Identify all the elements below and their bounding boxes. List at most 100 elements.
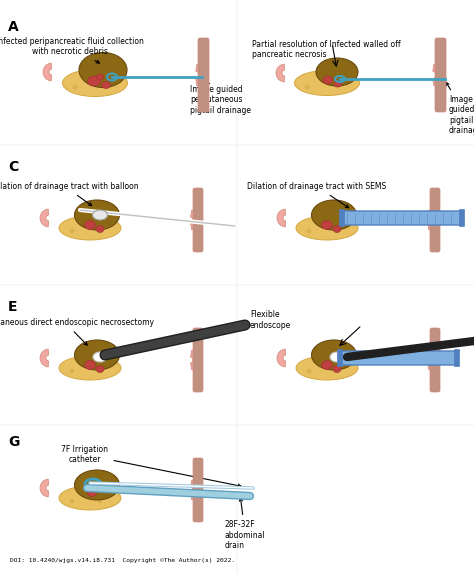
Ellipse shape — [333, 366, 341, 372]
FancyBboxPatch shape — [459, 210, 465, 226]
Text: E: E — [8, 300, 18, 314]
Ellipse shape — [97, 74, 103, 80]
Text: A: A — [8, 20, 19, 34]
Circle shape — [84, 362, 88, 366]
Text: Image guided
percutaneous
pigtail drainage: Image guided percutaneous pigtail draina… — [190, 82, 251, 115]
Ellipse shape — [296, 216, 358, 240]
Circle shape — [112, 77, 118, 83]
Wedge shape — [43, 63, 52, 81]
FancyBboxPatch shape — [339, 351, 458, 365]
Text: Infected peripancreatic fluid collection
with necrotic debris: Infected peripancreatic fluid collection… — [0, 37, 144, 63]
FancyBboxPatch shape — [193, 328, 203, 392]
FancyBboxPatch shape — [198, 38, 209, 112]
Circle shape — [98, 368, 102, 373]
Text: Dilation of drainage tract with SEMS: Dilation of drainage tract with SEMS — [247, 182, 387, 208]
Wedge shape — [277, 349, 286, 367]
Text: C: C — [8, 160, 18, 174]
Circle shape — [335, 229, 339, 233]
Circle shape — [335, 368, 339, 373]
Ellipse shape — [323, 76, 333, 84]
Circle shape — [304, 84, 310, 89]
Ellipse shape — [96, 226, 104, 233]
Ellipse shape — [101, 81, 110, 88]
Circle shape — [98, 499, 102, 503]
Ellipse shape — [88, 76, 100, 86]
Text: Percutaneous direct endoscopic necrosectomy: Percutaneous direct endoscopic necrosect… — [0, 318, 154, 345]
Circle shape — [319, 77, 325, 81]
Wedge shape — [40, 479, 49, 497]
Circle shape — [106, 363, 110, 367]
Circle shape — [70, 229, 74, 233]
Ellipse shape — [321, 360, 332, 370]
Circle shape — [98, 229, 102, 233]
Ellipse shape — [296, 356, 358, 380]
Circle shape — [307, 368, 311, 373]
Wedge shape — [191, 350, 200, 370]
Circle shape — [70, 368, 74, 373]
Ellipse shape — [333, 226, 341, 233]
FancyBboxPatch shape — [430, 188, 440, 252]
Ellipse shape — [311, 200, 356, 230]
Wedge shape — [40, 349, 49, 367]
Ellipse shape — [74, 470, 119, 500]
Ellipse shape — [59, 486, 121, 510]
Ellipse shape — [321, 221, 332, 230]
Text: Flexible
endoscope: Flexible endoscope — [0, 572, 1, 573]
Wedge shape — [428, 210, 437, 230]
FancyBboxPatch shape — [341, 211, 463, 225]
Circle shape — [321, 362, 325, 366]
Circle shape — [106, 223, 110, 227]
Circle shape — [343, 223, 347, 227]
Text: 7F Irrigation
catheter: 7F Irrigation catheter — [62, 445, 241, 487]
Wedge shape — [196, 64, 206, 86]
Ellipse shape — [59, 356, 121, 380]
Ellipse shape — [74, 340, 119, 370]
FancyBboxPatch shape — [435, 38, 446, 112]
Text: Dilation of drainage tract with balloon: Dilation of drainage tract with balloon — [0, 182, 138, 206]
Ellipse shape — [93, 352, 107, 362]
Ellipse shape — [330, 352, 344, 362]
Wedge shape — [277, 209, 286, 227]
Circle shape — [106, 493, 110, 497]
FancyBboxPatch shape — [193, 188, 203, 252]
Ellipse shape — [79, 53, 127, 88]
Ellipse shape — [59, 216, 121, 240]
Circle shape — [335, 84, 339, 88]
Ellipse shape — [92, 210, 108, 220]
Circle shape — [321, 222, 325, 226]
Text: Image
guided
pigtail
drainage: Image guided pigtail drainage — [446, 83, 474, 135]
Circle shape — [70, 499, 74, 503]
FancyBboxPatch shape — [430, 328, 440, 392]
Circle shape — [84, 492, 88, 496]
Ellipse shape — [294, 70, 359, 96]
Wedge shape — [40, 209, 49, 227]
Ellipse shape — [96, 366, 104, 372]
Wedge shape — [433, 64, 443, 86]
Ellipse shape — [316, 58, 358, 86]
Circle shape — [73, 84, 78, 89]
Ellipse shape — [84, 221, 95, 230]
Circle shape — [345, 77, 349, 83]
FancyBboxPatch shape — [337, 350, 343, 367]
Wedge shape — [276, 64, 285, 82]
Circle shape — [84, 222, 88, 226]
Text: Flexible
endoscope: Flexible endoscope — [239, 311, 291, 329]
Text: DOI: 10.4240/wjgs.v14.i8.731  Copyright ©The Author(s) 2022.: DOI: 10.4240/wjgs.v14.i8.731 Copyright ©… — [10, 558, 235, 563]
Ellipse shape — [84, 360, 95, 370]
Ellipse shape — [63, 69, 128, 96]
Wedge shape — [191, 480, 200, 500]
Wedge shape — [191, 210, 200, 230]
Ellipse shape — [311, 340, 356, 370]
Circle shape — [102, 84, 108, 88]
Wedge shape — [428, 350, 437, 370]
Circle shape — [343, 363, 347, 367]
Circle shape — [307, 229, 311, 233]
FancyBboxPatch shape — [455, 350, 459, 367]
Circle shape — [88, 77, 92, 81]
FancyBboxPatch shape — [193, 458, 203, 522]
Ellipse shape — [74, 200, 119, 230]
Ellipse shape — [88, 489, 97, 496]
Ellipse shape — [334, 81, 342, 87]
Text: Partial resolution of Infected walled off
pancreatic necrosis: Partial resolution of Infected walled of… — [252, 40, 401, 60]
FancyBboxPatch shape — [339, 210, 345, 226]
